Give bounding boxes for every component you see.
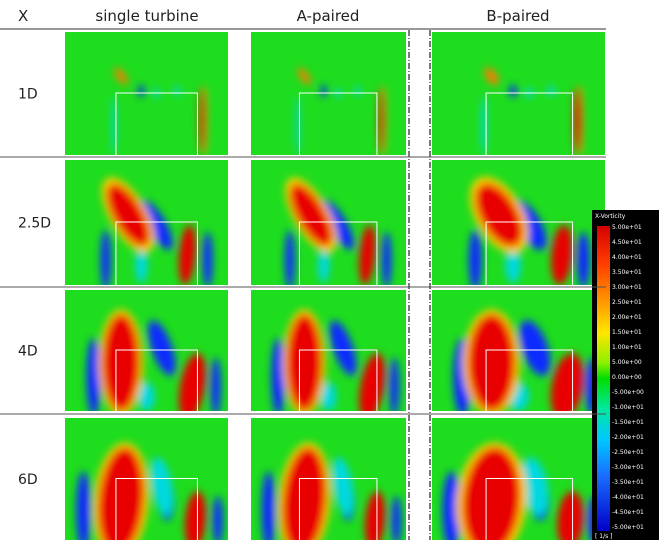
colorbar-label: 3.00e+01 xyxy=(612,284,642,291)
colorbar-label: 2.00e+01 xyxy=(612,314,642,321)
row-label: 1D xyxy=(18,87,38,103)
contour-panel xyxy=(432,290,605,427)
colorbar-label: -1.50e+01 xyxy=(612,419,644,426)
colorbar-label: 4.50e+01 xyxy=(612,239,642,246)
colorbar-label: -5.00e+00 xyxy=(612,389,644,396)
vortex xyxy=(390,358,400,416)
vortex xyxy=(86,338,100,415)
vortex xyxy=(468,314,515,411)
vortex xyxy=(285,230,295,290)
colorbar: X-Vorticity [ 1/s ] 5.00e+01 4.50e+01 4.00… xyxy=(592,210,659,540)
vortex xyxy=(287,314,322,411)
colorbar-label: 1.50e+01 xyxy=(612,329,642,336)
column-header: single turbine xyxy=(95,7,198,25)
vortex xyxy=(174,86,180,96)
colorbar-label: 5.00e+00 xyxy=(612,359,642,366)
vortex xyxy=(138,85,144,97)
vortex xyxy=(355,86,361,96)
contour-panel xyxy=(432,160,605,302)
vortex xyxy=(509,85,517,97)
colorbar-label: -2.00e+01 xyxy=(612,434,644,441)
contour-panel xyxy=(432,418,605,540)
colorbar-unit: [ 1/s ] xyxy=(595,533,612,540)
colorbar-label: 4.00e+01 xyxy=(612,254,642,261)
x-label: X xyxy=(18,7,28,25)
contour-panel xyxy=(65,418,228,540)
colorbar-label: 2.50e+01 xyxy=(612,299,642,306)
colorbar-label: 5.00e+01 xyxy=(612,224,642,231)
row-label: 4D xyxy=(18,344,38,360)
vortex xyxy=(103,314,140,411)
colorbar-label: 1.00e+01 xyxy=(612,344,642,351)
colorbar-label: 0.00e+00 xyxy=(612,374,642,381)
colorbar-label: 3.50e+01 xyxy=(612,269,642,276)
colorbar-label: -4.00e+01 xyxy=(612,494,644,501)
vortex xyxy=(203,232,213,288)
contour-panel xyxy=(65,160,228,302)
contour-panel xyxy=(251,32,406,172)
vortex xyxy=(379,86,385,155)
vortex xyxy=(296,96,300,155)
colorbar-label: -5.00e+01 xyxy=(612,524,644,531)
colorbar-label: -1.00e+01 xyxy=(612,404,644,411)
contour-panel xyxy=(65,32,228,172)
contour-panel xyxy=(251,418,406,540)
vortex xyxy=(382,232,392,288)
vortex xyxy=(199,86,205,155)
contour-panel xyxy=(251,290,406,427)
vortex xyxy=(469,230,482,290)
vortex xyxy=(211,358,221,416)
figure: X single turbine A-paired B-paired X-Vor… xyxy=(0,0,659,540)
colorbar-label: -2.50e+01 xyxy=(612,449,644,456)
vortex xyxy=(574,86,582,155)
row-label: 2.5D xyxy=(18,216,51,232)
colorbar-title: X-Vorticity xyxy=(595,213,626,220)
colorbar-scale xyxy=(597,226,610,531)
contour-panel xyxy=(65,290,228,427)
column-header: B-paired xyxy=(486,7,549,25)
contour-panel xyxy=(251,160,406,302)
vortex xyxy=(321,85,327,97)
contour-panel xyxy=(432,32,605,172)
colorbar-label: -3.00e+01 xyxy=(612,464,644,471)
column-header: A-paired xyxy=(297,7,360,25)
vortex xyxy=(547,86,555,96)
vortex xyxy=(271,338,285,415)
panels xyxy=(65,32,605,540)
vortex xyxy=(112,96,116,155)
colorbar-label: -3.50e+01 xyxy=(612,479,644,486)
row-label: 6D xyxy=(18,472,38,488)
vortex xyxy=(577,232,590,288)
vortex xyxy=(101,230,111,290)
colorbar-label: -4.50e+01 xyxy=(612,509,644,516)
